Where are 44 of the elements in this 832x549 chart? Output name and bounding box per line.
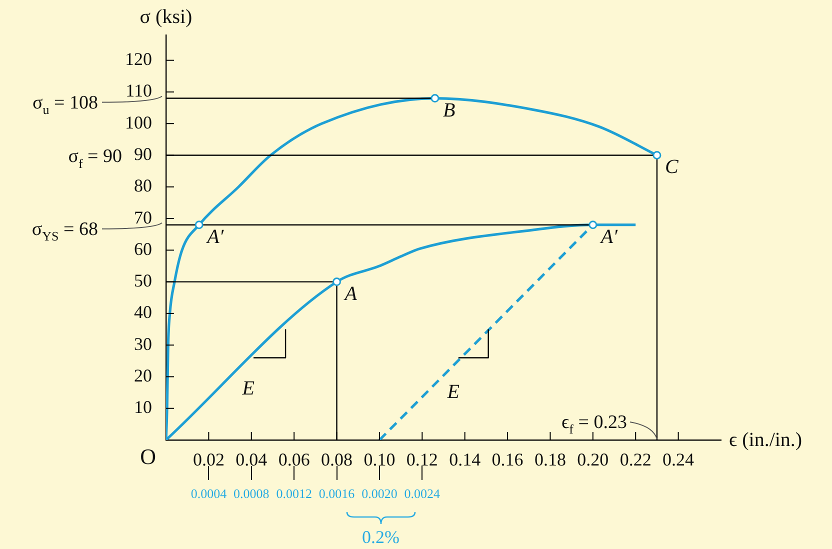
- y-tick-label: 100: [125, 112, 152, 132]
- y-tick-label: 40: [134, 302, 152, 322]
- x-axis-title: ϵ (in./in.): [729, 429, 802, 451]
- y-tick-label: 60: [134, 238, 152, 259]
- annotation: A′: [205, 226, 224, 248]
- x-tick-label: 0.02: [192, 450, 224, 470]
- annotation: C: [664, 156, 679, 178]
- x-tick-label: 0.08: [321, 450, 353, 470]
- x-tick-label: 0.06: [278, 450, 310, 470]
- y-axis-title: σ (ksi): [140, 6, 192, 28]
- point: [430, 94, 440, 103]
- annotation: A: [342, 282, 358, 305]
- x2-tick-label: 0.0012: [276, 486, 312, 501]
- y-tick-label: 120: [125, 49, 152, 70]
- x-tick-label: 0.14: [449, 450, 481, 470]
- x2-tick-label: 0.0024: [404, 486, 441, 501]
- y-tick-label: 80: [134, 176, 152, 196]
- x-tick-label: 0.04: [236, 450, 268, 470]
- x-tick-label: 0.20: [577, 450, 609, 470]
- x2-tick-label: 0.0008: [234, 486, 270, 501]
- annotation: B: [442, 99, 456, 122]
- point: [194, 220, 204, 230]
- x2-tick-label: 0.0020: [362, 486, 398, 501]
- x2-tick-label: 0.0004: [190, 486, 228, 501]
- y-tick-label: 20: [134, 365, 152, 386]
- x-tick-label: 0.18: [534, 450, 566, 470]
- x-tick-label: 0.12: [406, 450, 438, 470]
- x-tick-label: 0.16: [492, 450, 524, 470]
- annotation: E: [446, 380, 460, 403]
- y-tick-label: 90: [134, 144, 152, 164]
- y-tick-label: 30: [134, 334, 152, 354]
- y-tick-label: 50: [134, 270, 152, 291]
- x2-tick-label: 0.0016: [318, 486, 356, 501]
- x-tick-label: 0.22: [620, 450, 652, 470]
- text: 0.2%: [362, 527, 400, 547]
- y-tick-label: 70: [134, 207, 152, 228]
- annotation: E: [241, 378, 255, 400]
- x-tick-label: 0.24: [662, 450, 694, 470]
- annotation: A′: [598, 226, 618, 248]
- point: [652, 150, 662, 160]
- y-tick-label: 10: [134, 397, 152, 418]
- y-tick-label: 110: [126, 80, 152, 101]
- annotation: O: [140, 444, 156, 469]
- x-tick-label: 0.10: [364, 450, 396, 470]
